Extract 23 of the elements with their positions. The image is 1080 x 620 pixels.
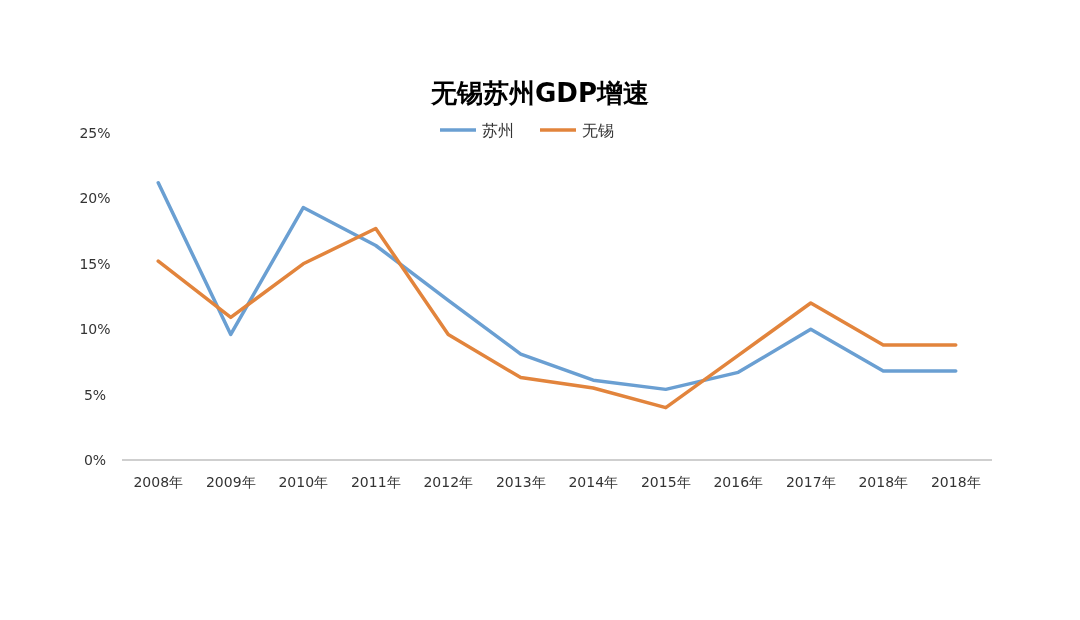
x-tick-label: 2018年 bbox=[858, 474, 909, 490]
x-tick-label: 2010年 bbox=[278, 474, 329, 490]
line-series bbox=[156, 180, 958, 392]
y-tick-label: 20% bbox=[79, 190, 111, 207]
y-tick-label: 25% bbox=[79, 125, 111, 141]
y-tick-label: 5% bbox=[83, 386, 107, 403]
x-tick-label: 2008年 bbox=[133, 474, 184, 490]
y-tick-label: 15% bbox=[79, 255, 111, 272]
x-tick-label: 2009年 bbox=[205, 474, 256, 490]
x-tick-label: 2013年 bbox=[495, 474, 546, 490]
x-tick-label: 2017年 bbox=[785, 474, 836, 490]
x-tick-label: 2015年 bbox=[640, 474, 691, 490]
line-series bbox=[156, 226, 958, 410]
y-tick-label: 10% bbox=[79, 321, 111, 338]
legend-label: 无锡 bbox=[582, 121, 614, 140]
x-tick-label: 2012年 bbox=[423, 474, 474, 490]
x-tick-label: 2016年 bbox=[713, 474, 764, 490]
x-tick-label: 2018年 bbox=[930, 474, 981, 490]
legend-label: 苏州 bbox=[482, 121, 514, 140]
x-tick-label: 2014年 bbox=[568, 474, 619, 490]
x-tick-label: 2011年 bbox=[350, 474, 401, 490]
chart-title: 无锡苏州GDP增速 bbox=[430, 78, 649, 108]
y-tick-label: 0% bbox=[83, 452, 107, 468]
